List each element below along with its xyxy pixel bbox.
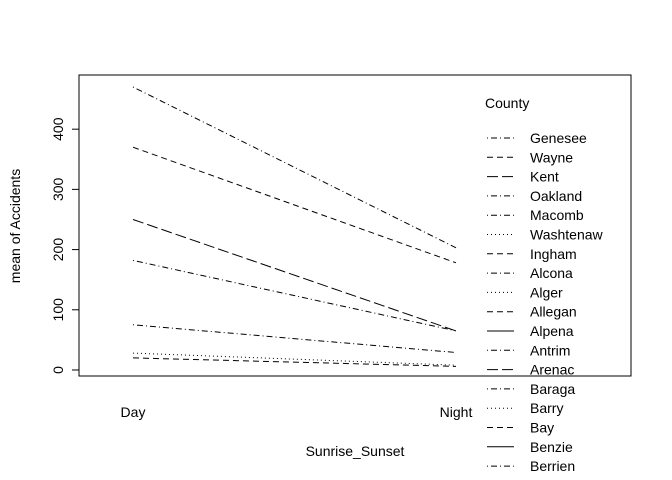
series-line-washtenaw: [132, 352, 457, 366]
y-tick-label: 200: [50, 238, 66, 262]
legend-label: Arenac: [530, 362, 574, 378]
y-tick-label: 0: [50, 366, 66, 374]
legend-label: Alger: [530, 284, 563, 300]
y-axis-label: mean of Accidents: [7, 169, 23, 283]
legend-label: Allegan: [530, 304, 577, 320]
y-axis: 0 100 200 300 400: [50, 117, 80, 374]
x-axis: Day Night: [121, 404, 473, 420]
legend-label: Genesee: [530, 130, 587, 146]
series-line-genesee: [132, 86, 457, 249]
legend-label: Alpena: [530, 323, 574, 339]
legend-label: Kent: [530, 169, 559, 185]
series-lines: [132, 86, 457, 367]
series-line-macomb: [132, 324, 457, 353]
legend-label: Washtenaw: [530, 227, 604, 243]
legend-label: Barry: [530, 400, 563, 416]
legend-label: Berrien: [530, 458, 575, 474]
x-axis-label: Sunrise_Sunset: [306, 443, 405, 459]
legend-title: County: [485, 95, 529, 111]
legend-label: Baraga: [530, 381, 575, 397]
legend-label: Wayne: [530, 149, 573, 165]
legend-label: Antrim: [530, 342, 570, 358]
legend-label: Bay: [530, 420, 554, 436]
y-tick-label: 300: [50, 177, 66, 201]
series-line-ingham: [132, 357, 457, 367]
y-tick-label: 100: [50, 298, 66, 322]
series-line-oakland: [132, 259, 457, 332]
x-tick-label-night: Night: [440, 404, 473, 420]
legend-label: Macomb: [530, 207, 584, 223]
legend-label: Ingham: [530, 246, 577, 262]
series-line-wayne: [132, 146, 457, 264]
legend-label: Alcona: [530, 265, 573, 281]
legend-label: Oakland: [530, 188, 582, 204]
y-tick-label: 400: [50, 117, 66, 141]
legend: County Genesee Wayne Kent Oakland Macomb Wash…: [485, 95, 604, 474]
x-tick-label-day: Day: [121, 404, 146, 420]
series-line-kent: [132, 219, 457, 332]
legend-label: Benzie: [530, 439, 573, 455]
